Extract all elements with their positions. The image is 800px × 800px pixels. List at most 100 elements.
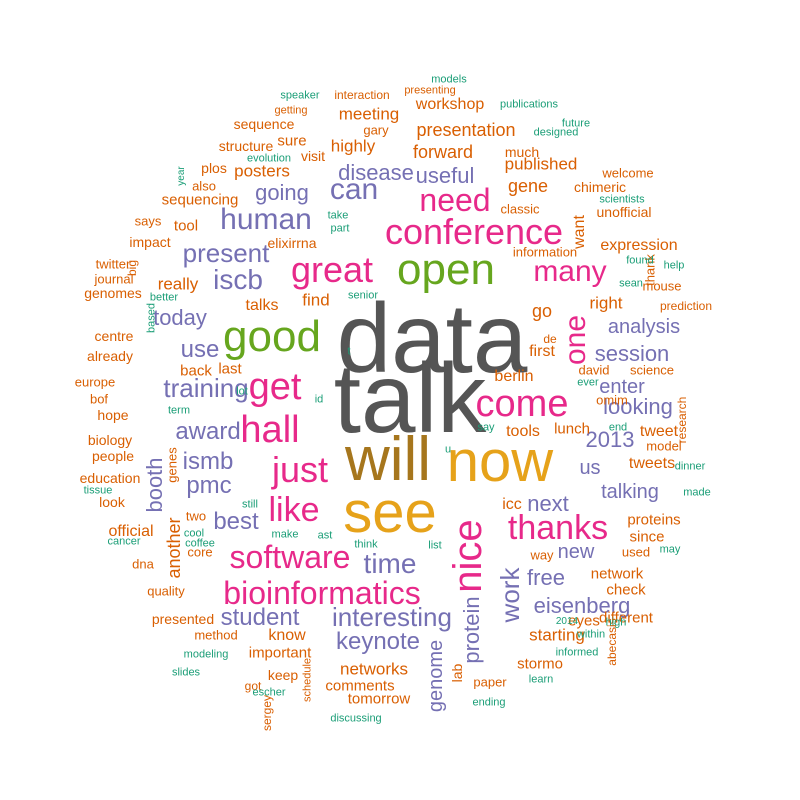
word-now: now xyxy=(446,429,554,494)
word-highly: highly xyxy=(330,136,376,156)
word-best: best xyxy=(213,508,259,535)
word-official: official xyxy=(108,523,154,540)
word-de: de xyxy=(543,332,557,346)
word-model: model xyxy=(646,438,682,454)
word-designed: designed xyxy=(533,126,579,139)
word-plos: plos xyxy=(201,160,227,176)
word-bioinformatics: bioinformatics xyxy=(223,575,421,611)
word-iscb: iscb xyxy=(213,264,263,295)
word-year: year xyxy=(176,166,187,186)
word-new: new xyxy=(557,541,595,563)
word-id: id xyxy=(314,393,324,406)
word-research: research xyxy=(675,396,689,444)
word-based: based xyxy=(145,303,158,333)
word-visit: visit xyxy=(300,148,326,164)
word-future: future xyxy=(561,117,591,130)
word-education: education xyxy=(79,470,141,486)
word-talk: talk xyxy=(333,343,487,453)
word-presentation: presentation xyxy=(416,120,516,140)
word-dinner: dinner xyxy=(674,460,706,473)
word-look: look xyxy=(99,494,125,510)
word-big: big xyxy=(125,259,139,277)
word-cancer: cancer xyxy=(107,535,141,548)
word-think: think xyxy=(354,538,378,551)
word-talks: talks xyxy=(245,297,279,314)
word-may: may xyxy=(659,543,681,556)
word-ending: ending xyxy=(472,696,506,709)
word-biology: biology xyxy=(87,432,133,448)
word-coffee: coffee xyxy=(185,537,215,550)
word-scientists: scientists xyxy=(599,193,645,206)
word-presenting: presenting xyxy=(404,84,456,97)
word-speaker: speaker xyxy=(280,89,320,102)
word-great: great xyxy=(290,249,374,290)
word-say: say xyxy=(477,421,495,434)
word-good: good xyxy=(223,312,321,361)
word-high: high xyxy=(605,616,627,629)
word-mouse: mouse xyxy=(642,278,682,294)
word-much: much xyxy=(504,144,540,160)
word-unofficial: unofficial xyxy=(596,204,652,220)
word-already: already xyxy=(87,348,133,364)
word-omim: omim xyxy=(596,392,628,408)
word-impact: impact xyxy=(129,234,171,250)
word-go: go xyxy=(531,301,553,321)
word-also: also xyxy=(192,178,216,194)
word-end: end xyxy=(608,421,628,434)
word-software: software xyxy=(229,539,351,575)
word-conference: conference xyxy=(384,211,564,252)
word-t: t xyxy=(347,345,351,358)
word-bof: bof xyxy=(89,391,109,407)
word-people: people xyxy=(91,448,135,464)
word-published: published xyxy=(504,154,578,174)
word-science: science xyxy=(629,362,675,378)
word-two: two xyxy=(185,508,207,524)
word-take: take xyxy=(327,209,349,222)
word-gene: gene xyxy=(507,176,549,196)
word-see: see xyxy=(343,480,437,545)
word-prediction: prediction xyxy=(659,299,713,313)
word-getting: getting xyxy=(274,104,308,117)
word-find: find xyxy=(302,290,330,310)
word-genomes: genomes xyxy=(84,285,142,301)
word-protein: protein xyxy=(459,596,484,664)
word-paper: paper xyxy=(473,674,507,690)
word-important: important xyxy=(248,644,312,662)
word-quality: quality xyxy=(147,583,185,599)
word-says: says xyxy=(134,213,162,229)
word-will: will xyxy=(344,425,432,494)
word-open: open xyxy=(397,245,495,294)
word-better: better xyxy=(149,291,179,304)
word-journal: journal xyxy=(94,271,134,287)
word-keep: keep xyxy=(267,667,299,683)
word-information: information xyxy=(512,244,578,260)
word-session: session xyxy=(594,341,670,366)
word-icc: icc xyxy=(502,496,522,513)
word-right: right xyxy=(589,293,623,313)
word-many: many xyxy=(533,255,607,288)
word-list: list xyxy=(428,539,442,552)
word-next: next xyxy=(527,491,569,516)
word-lab: lab xyxy=(449,663,465,683)
word-slides: slides xyxy=(171,666,201,679)
word-since: since xyxy=(629,528,665,546)
word-sergey: sergey xyxy=(260,694,274,732)
word-check: check xyxy=(606,581,646,599)
word-us: us xyxy=(579,457,601,479)
word-posters: posters xyxy=(234,161,290,181)
word-elixirrna: elixirrna xyxy=(267,235,317,251)
word-learn: learn xyxy=(528,673,554,686)
word-found: found xyxy=(626,254,654,267)
word-used: used xyxy=(621,544,651,560)
word-u: u xyxy=(444,443,452,456)
word-expression: expression xyxy=(600,237,678,254)
word-got: got xyxy=(244,679,262,693)
word-escher: escher xyxy=(252,686,286,699)
word-tomorrow: tomorrow xyxy=(347,690,411,708)
word-interaction: interaction xyxy=(334,88,390,102)
word-another: another xyxy=(164,517,184,579)
word-really: really xyxy=(157,274,199,294)
word-back: back xyxy=(180,362,212,380)
word-human: human xyxy=(220,203,312,236)
